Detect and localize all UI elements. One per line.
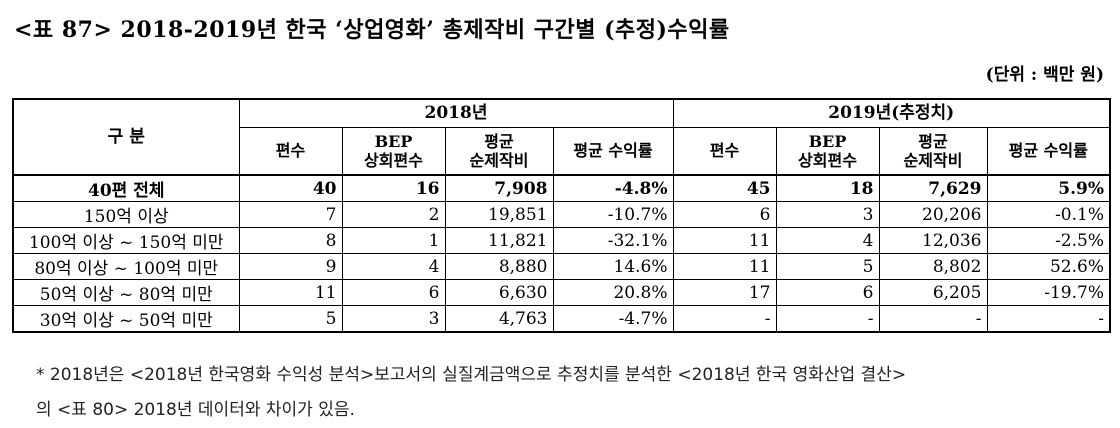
table-cell: 6,630 <box>444 279 554 306</box>
table-cell: 6 <box>341 279 446 306</box>
table-cell: 7,908 <box>444 174 554 202</box>
table-cell: 4,763 <box>444 305 554 333</box>
table-cell: 16 <box>341 174 446 202</box>
subheader: BEP 상회편수 <box>341 126 446 176</box>
table-cell: -19.7% <box>986 279 1111 306</box>
subheader: 평균 순제작비 <box>878 126 988 176</box>
table-cell: 6 <box>775 279 880 306</box>
table-cell: -0.1% <box>986 201 1111 228</box>
year-2019-header: 2019년(추정치) <box>672 98 1111 128</box>
subheader: 평균 수익률 <box>552 126 674 176</box>
table-cell: 6 <box>672 201 777 228</box>
table-cell: -32.1% <box>552 227 674 254</box>
table-cell: 12,036 <box>878 227 988 254</box>
table-cell: -4.7% <box>552 305 674 333</box>
table-cell: - <box>775 305 880 333</box>
category-header: 구 분 <box>12 98 240 176</box>
table-title: <표 87> 2018-2019년 한국 ‘상업영화’ 총제작비 구간별 (추정… <box>14 17 730 43</box>
table-cell: 45 <box>672 174 777 202</box>
subheader: 평균 수익률 <box>986 126 1111 176</box>
table-row: 100억 이상 ~ 150억 미만 8 1 11,821 -32.1% 11 4 12,036… <box>12 227 1111 254</box>
table-row: 30억 이상 ~ 50억 미만 5 3 4,763 -4.7% - - - - <box>12 305 1111 333</box>
table-cell: 40 <box>238 174 343 202</box>
table-cell: 3 <box>775 201 880 228</box>
table-cell: 14.6% <box>552 253 674 280</box>
table-cell: 1 <box>341 227 446 254</box>
table-row-total: 40편 전체 40 16 7,908 -4.8% 45 18 7,629 5.9% <box>12 174 1111 202</box>
table-row: 80억 이상 ~ 100억 미만 9 4 8,880 14.6% 11 5 8,802 52.6… <box>12 253 1111 280</box>
table-cell: 5 <box>238 305 343 333</box>
table-cell: -10.7% <box>552 201 674 228</box>
table-cell: - <box>986 305 1111 333</box>
subheader: BEP 상회편수 <box>775 126 880 176</box>
table-cell: 8,880 <box>444 253 554 280</box>
table-cell: 19,851 <box>444 201 554 228</box>
subheader: 편수 <box>672 126 777 176</box>
table-cell: - <box>672 305 777 333</box>
table-cell: 8,802 <box>878 253 988 280</box>
table-cell: 8 <box>238 227 343 254</box>
table-cell: 18 <box>775 174 880 202</box>
table-cell: 6,205 <box>878 279 988 306</box>
table-cell: -2.5% <box>986 227 1111 254</box>
table-cell: 4 <box>341 253 446 280</box>
table-cell: 7,629 <box>878 174 988 202</box>
table-cell: 20,206 <box>878 201 988 228</box>
table-cell: 2 <box>341 201 446 228</box>
row-label: 80억 이상 ~ 100억 미만 <box>12 253 240 280</box>
table-cell: 11 <box>238 279 343 306</box>
table-cell: 52.6% <box>986 253 1111 280</box>
subheader: 편수 <box>238 126 343 176</box>
table-cell: -4.8% <box>552 174 674 202</box>
unit-label: (단위 : 백만 원) <box>985 65 1104 85</box>
row-label: 150억 이상 <box>12 201 240 228</box>
table-cell: 7 <box>238 201 343 228</box>
row-label: 100억 이상 ~ 150억 미만 <box>12 227 240 254</box>
table-cell: 4 <box>775 227 880 254</box>
footnote-line: * 2018년은 <2018년 한국영화 수익성 분석>보고서의 실질계금액으로… <box>36 365 907 385</box>
table-cell: 11 <box>672 253 777 280</box>
table-cell: 11 <box>672 227 777 254</box>
footnote: * 2018년은 <2018년 한국영화 수익성 분석>보고서의 실질계금액으로… <box>36 358 1096 428</box>
table-cell: 20.8% <box>552 279 674 306</box>
row-label: 40편 전체 <box>12 174 240 202</box>
footnote-line: 의 <표 80> 2018년 데이터와 차이가 있음. <box>36 400 355 420</box>
table-cell: 9 <box>238 253 343 280</box>
table-cell: 5 <box>775 253 880 280</box>
revenue-table: 구 분 2018년 2019년(추정치) 편수 BEP 상회편수 평균 순제작비 평… <box>12 98 1111 333</box>
row-label: 30억 이상 ~ 50억 미만 <box>12 305 240 333</box>
subheader: 평균 순제작비 <box>444 126 554 176</box>
table-cell: - <box>878 305 988 333</box>
year-2018-header: 2018년 <box>238 98 674 128</box>
table-cell: 3 <box>341 305 446 333</box>
table-cell: 17 <box>672 279 777 306</box>
table-row: 50억 이상 ~ 80억 미만 11 6 6,630 20.8% 17 6 6,205 -19.… <box>12 279 1111 306</box>
table-row: 150억 이상 7 2 19,851 -10.7% 6 3 20,206 -0.1% <box>12 201 1111 228</box>
table-cell: 11,821 <box>444 227 554 254</box>
row-label: 50억 이상 ~ 80억 미만 <box>12 279 240 306</box>
table-cell: 5.9% <box>986 174 1111 202</box>
